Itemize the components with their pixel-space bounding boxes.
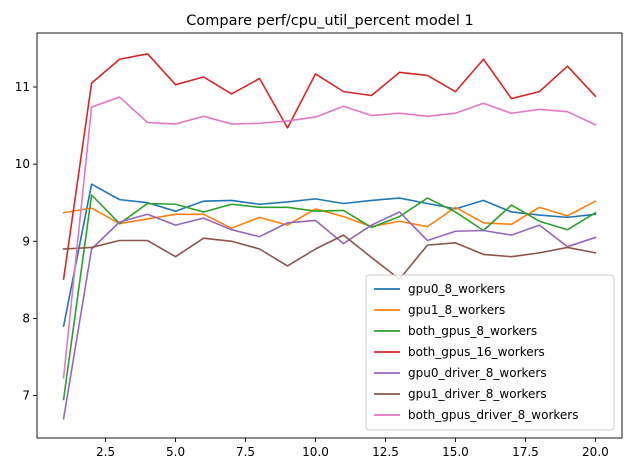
series-line-gpu1-8-workers — [62, 200, 597, 229]
legend-label: gpu1_8_workers — [408, 303, 505, 317]
legend-label: both_gpus_driver_8_workers — [408, 408, 578, 422]
legend-label: both_gpus_8_workers — [408, 324, 537, 338]
y-tick-label: 9 — [22, 234, 30, 248]
plot-frame — [36, 32, 623, 439]
series-line-gpu1-driver-8-workers — [62, 234, 597, 280]
x-tick-label: 10.0 — [302, 445, 329, 459]
legend-label: gpu1_driver_8_workers — [408, 387, 547, 401]
legend-label: gpu0_8_workers — [408, 282, 505, 296]
series-line-both-gpus-16-workers — [62, 53, 597, 280]
x-tick-label: 17.5 — [512, 445, 539, 459]
series-layer — [62, 53, 597, 420]
x-tick-label: 15.0 — [442, 445, 469, 459]
legend-box — [365, 274, 615, 431]
x-tick-label: 7.5 — [236, 445, 255, 459]
x-tick-label: 2.5 — [96, 445, 115, 459]
y-tick-label: 8 — [22, 311, 30, 325]
chart-title: Compare perf/cpu_util_percent model 1 — [186, 13, 473, 29]
y-tick-label: 10 — [15, 157, 30, 171]
series-line-both-gpus-driver-8-workers — [62, 96, 597, 379]
y-tick-label: 11 — [15, 80, 30, 94]
legend: gpu0_8_workers gpu1_8_workers both_gpus_8_… — [365, 274, 615, 431]
y-axis: 7 8 9 10 11 — [15, 80, 37, 403]
legend-label: gpu0_driver_8_workers — [408, 366, 547, 380]
y-tick-label: 7 — [22, 389, 30, 403]
legend-label: both_gpus_16_workers — [408, 345, 545, 359]
series-line-gpu0-driver-8-workers — [62, 211, 597, 420]
x-tick-label: 12.5 — [372, 445, 399, 459]
x-tick-label: 20.0 — [582, 445, 609, 459]
x-tick-label: 5.0 — [166, 445, 185, 459]
x-axis: 2.5 5.0 7.5 10.0 12.5 15.0 17.5 20.0 — [96, 438, 609, 459]
series-line-both-gpus-8-workers — [62, 194, 597, 401]
